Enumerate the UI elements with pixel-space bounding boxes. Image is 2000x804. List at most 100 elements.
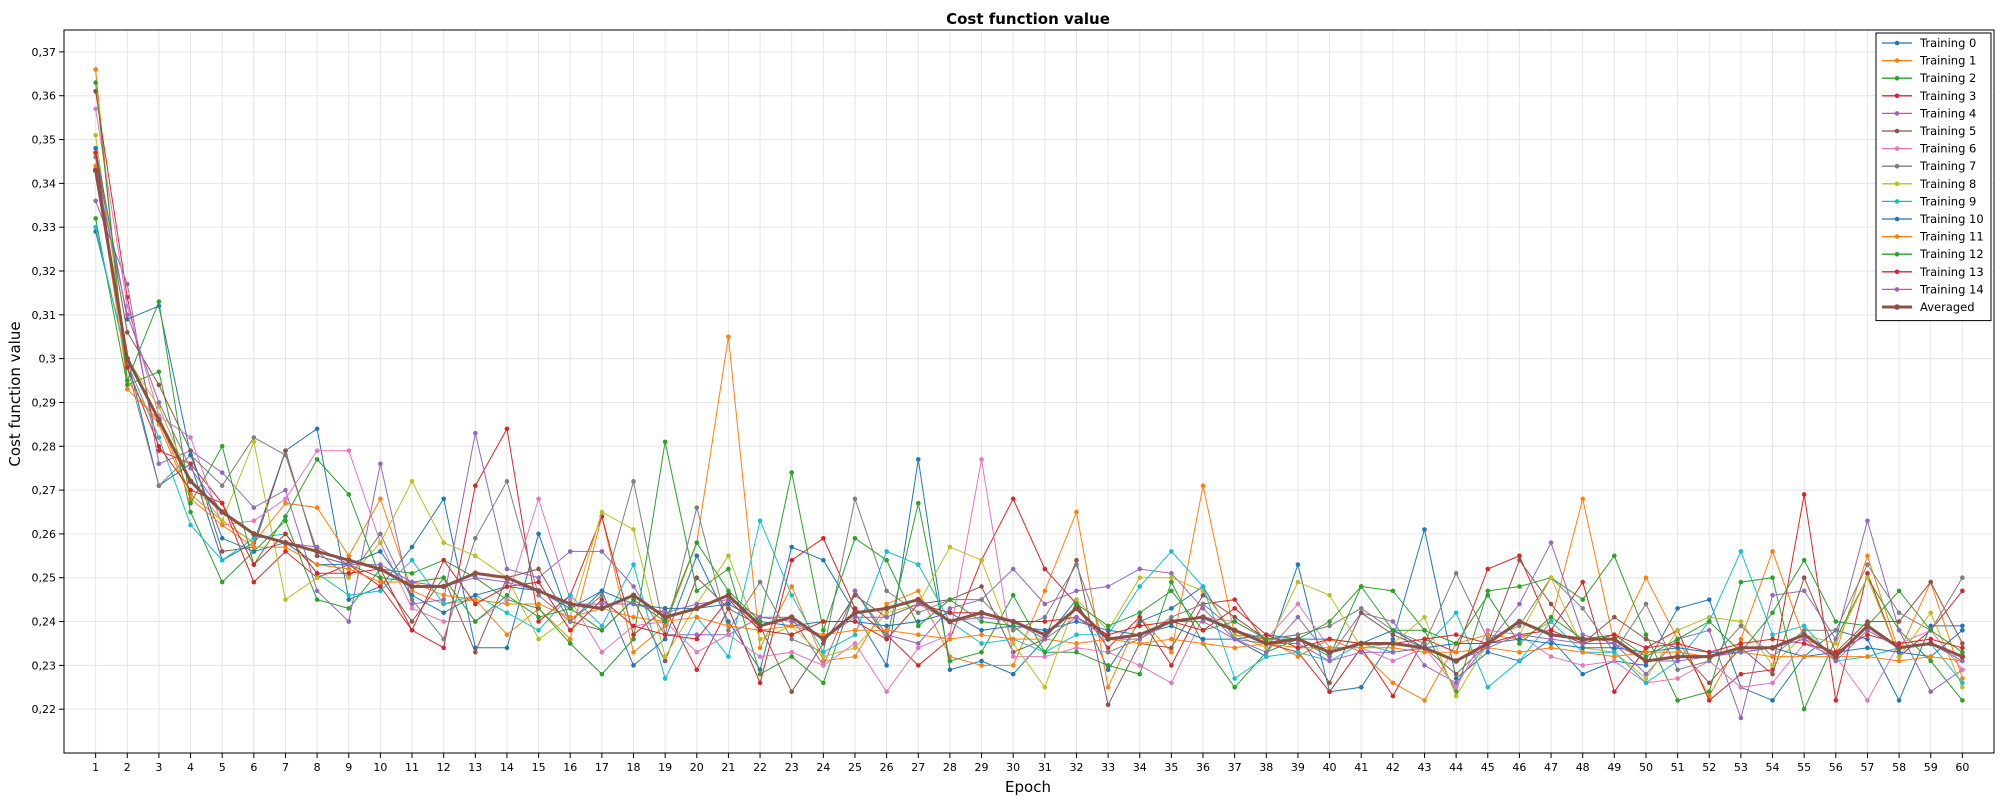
data-point	[662, 610, 668, 616]
data-point	[1200, 601, 1206, 607]
data-point	[979, 614, 984, 620]
data-point	[1865, 518, 1870, 524]
data-point	[219, 509, 225, 515]
data-point	[1517, 649, 1522, 655]
data-point	[1801, 492, 1807, 497]
data-point	[1042, 636, 1048, 642]
data-point	[188, 509, 193, 515]
data-point	[441, 601, 446, 607]
data-point	[1801, 623, 1807, 629]
data-point	[852, 535, 858, 541]
data-point	[1295, 645, 1301, 651]
series-training-0	[93, 229, 1965, 703]
x-tick-label: 60	[1955, 761, 1969, 774]
series-line	[95, 152, 1963, 653]
data-point	[1580, 663, 1585, 668]
data-point	[378, 575, 383, 581]
x-tick-label: 42	[1386, 761, 1400, 774]
data-point	[1643, 671, 1649, 677]
data-point	[1453, 693, 1459, 699]
legend-item: Training 7	[1882, 159, 1976, 173]
x-tick-label: 29	[975, 761, 989, 774]
data-point	[1010, 623, 1016, 629]
data-point	[1960, 649, 1965, 655]
data-point	[187, 478, 194, 485]
data-point	[915, 610, 921, 616]
data-point	[1327, 680, 1332, 686]
series-line	[95, 200, 1963, 720]
data-point	[1010, 496, 1016, 502]
data-point	[662, 439, 668, 445]
data-point	[757, 671, 763, 677]
chart-title: Cost function value	[946, 10, 1110, 28]
data-point	[346, 553, 352, 559]
y-tick-label: 0,33	[32, 221, 57, 234]
data-point	[251, 435, 257, 440]
data-point	[1137, 575, 1143, 581]
data-point	[979, 457, 984, 462]
data-point	[93, 163, 98, 169]
data-point	[1580, 579, 1585, 585]
data-point	[1137, 623, 1143, 629]
data-point	[504, 584, 510, 589]
data-point	[473, 601, 478, 607]
legend-swatch-marker	[1894, 181, 1900, 187]
data-point	[1137, 614, 1143, 620]
data-point	[567, 641, 573, 646]
data-point	[1453, 676, 1459, 681]
data-point	[1422, 663, 1427, 668]
data-point	[314, 553, 320, 559]
data-point	[536, 579, 541, 585]
data-point	[599, 601, 605, 607]
data-point	[1865, 571, 1870, 576]
series-training-4	[93, 198, 1965, 721]
data-point	[1390, 645, 1396, 651]
y-tick-label: 0,29	[32, 396, 57, 409]
x-tick-label: 37	[1228, 761, 1242, 774]
data-point	[1896, 658, 1902, 664]
data-point	[1675, 606, 1680, 611]
legend-swatch-marker	[1894, 58, 1900, 63]
data-point	[1801, 654, 1807, 659]
data-point	[1010, 636, 1016, 642]
data-point	[1770, 680, 1775, 686]
data-point	[852, 645, 858, 651]
data-point	[599, 592, 605, 598]
data-point	[1137, 636, 1143, 642]
data-point	[821, 619, 826, 624]
legend-swatch-marker	[1894, 251, 1900, 257]
data-point	[821, 680, 826, 686]
data-point	[630, 592, 637, 599]
series-line	[95, 227, 1963, 689]
data-point	[789, 544, 795, 550]
data-point	[1169, 575, 1174, 581]
data-point	[726, 628, 731, 633]
data-point	[1042, 614, 1048, 620]
data-point	[219, 549, 225, 554]
data-point	[567, 636, 573, 642]
data-point	[1137, 641, 1143, 646]
data-point	[852, 619, 858, 624]
data-point	[789, 632, 795, 637]
series-training-1	[93, 67, 1965, 703]
data-point	[283, 448, 288, 453]
data-point	[124, 387, 130, 392]
data-point	[251, 531, 257, 537]
data-point	[915, 663, 921, 668]
data-point	[1105, 667, 1111, 673]
data-point	[788, 614, 795, 620]
data-point	[1453, 632, 1459, 637]
data-point	[93, 146, 98, 151]
data-point	[1074, 619, 1079, 624]
data-point	[1295, 562, 1301, 567]
data-point	[1865, 628, 1870, 633]
data-point	[567, 597, 573, 602]
series-line	[95, 108, 1963, 702]
data-point	[852, 592, 858, 598]
data-point	[124, 312, 130, 318]
data-point	[1865, 698, 1870, 703]
data-point	[124, 378, 130, 383]
data-point	[1770, 575, 1775, 581]
data-point	[1738, 619, 1744, 624]
data-point	[1105, 623, 1111, 629]
